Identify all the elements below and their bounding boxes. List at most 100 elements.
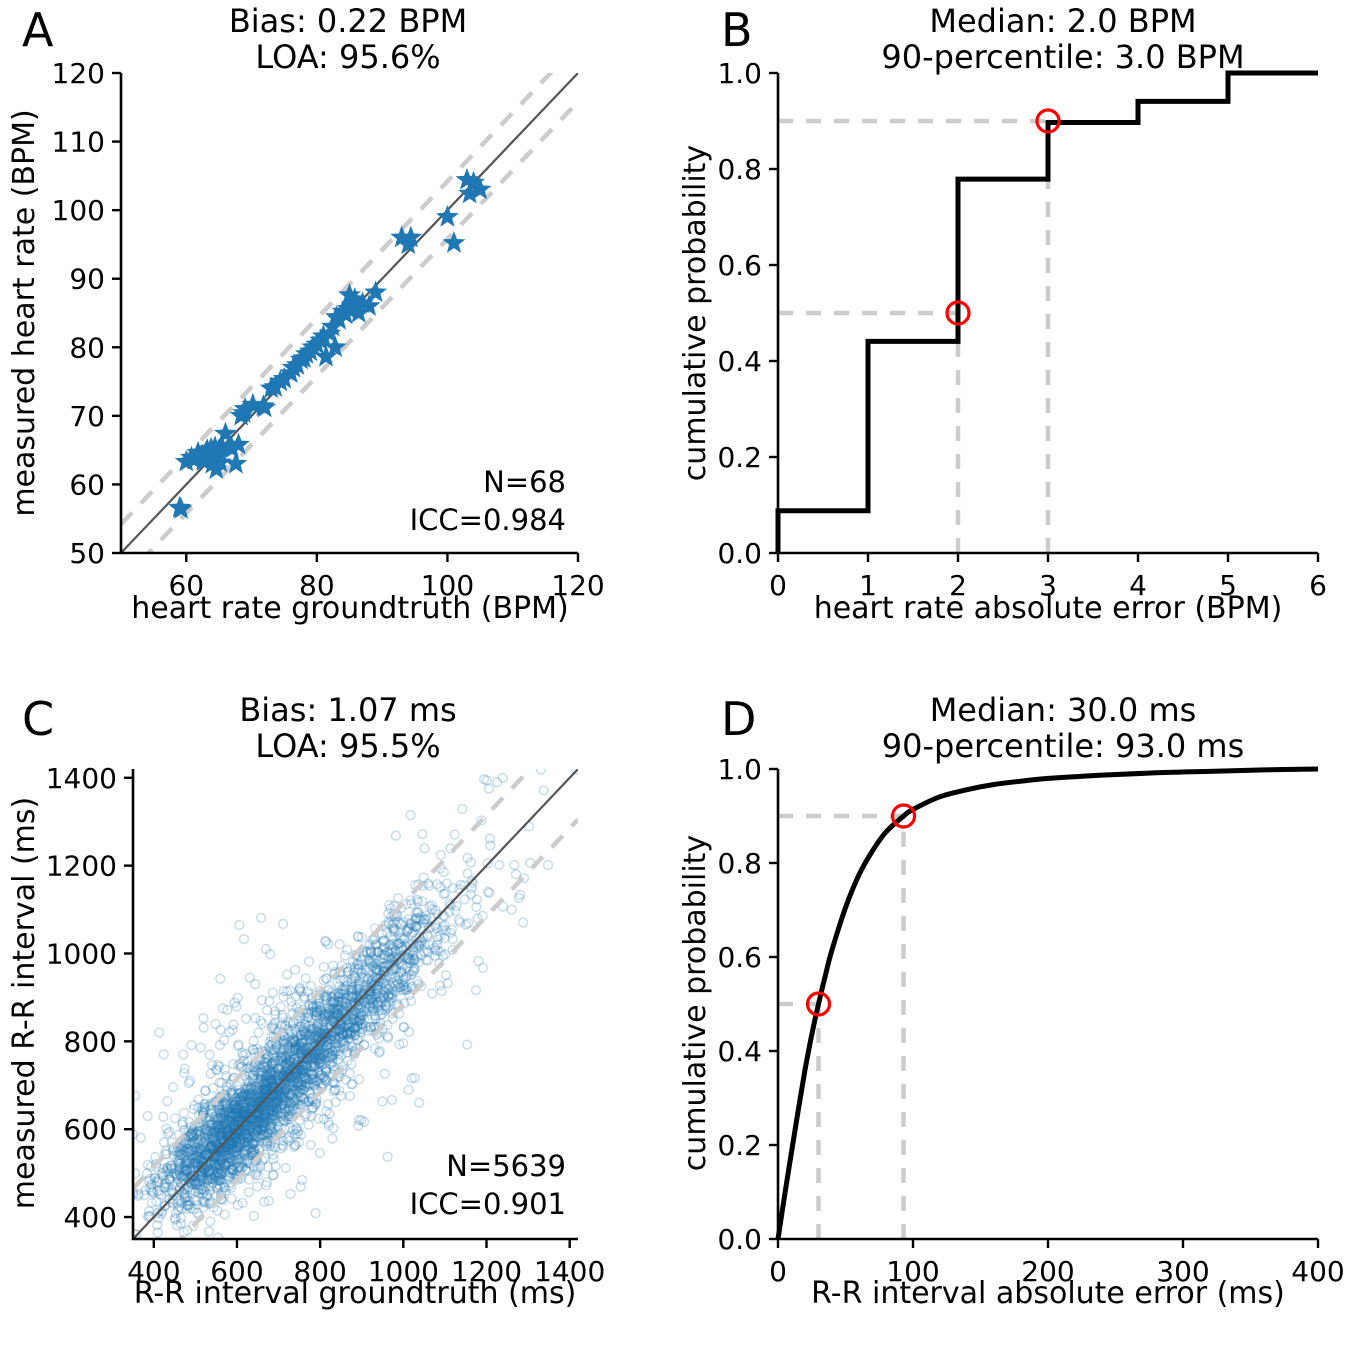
scatter-point-circle [391, 939, 402, 950]
scatter-point-circle [160, 1145, 171, 1157]
scatter-point-circle [342, 966, 353, 978]
scatter-point-circle [308, 1032, 320, 1043]
scatter-point-circle [224, 1152, 235, 1163]
scatter-point-circle [301, 1007, 312, 1019]
scatter-point-circle [213, 1174, 224, 1186]
scatter-point-circle [398, 970, 409, 981]
scatter-point-circle [233, 1103, 244, 1115]
scatter-point-circle [394, 953, 405, 964]
scatter-point-circle [263, 1084, 274, 1095]
scatter-point-circle [382, 946, 393, 957]
scatter-point-circle [237, 1089, 248, 1100]
scatter-point-circle [355, 1019, 366, 1031]
scatter-point-circle [267, 1021, 278, 1032]
scatter-point-circle [264, 1067, 276, 1078]
scatter-point-circle [298, 1024, 309, 1035]
scatter-point-circle [266, 1045, 277, 1057]
scatter-point-circle [227, 1121, 238, 1132]
x-tick-label: 1400 [534, 1255, 605, 1288]
scatter-point-circle [203, 1133, 214, 1144]
scatter-point-circle [224, 1142, 235, 1153]
scatter-point-circle [256, 1099, 267, 1111]
scatter-point-circle [340, 1074, 352, 1085]
scatter-point-circle [220, 1161, 231, 1172]
panel-c-xlabel: R-R interval groundtruth (ms) [134, 1276, 577, 1311]
scatter-point-circle [255, 1113, 267, 1124]
scatter-point-circle [322, 1015, 333, 1027]
scatter-point-circle [271, 1090, 282, 1102]
scatter-point-circle [373, 1005, 384, 1016]
scatter-point-circle [197, 1196, 209, 1207]
scatter-point-circle [195, 1160, 206, 1171]
panel-a-ylabel: measured heart rate (BPM) [7, 109, 42, 516]
scatter-point-circle [333, 1009, 344, 1020]
scatter-point-circle [198, 1137, 209, 1149]
scatter-point-circle [211, 1172, 222, 1183]
scatter-point-circle [343, 1032, 354, 1043]
scatter-point-circle [430, 905, 441, 916]
scatter-point-circle [215, 1134, 227, 1145]
scatter-point-circle [250, 978, 261, 990]
scatter-point-circle [225, 1146, 237, 1157]
scatter-point-circle [348, 1010, 359, 1021]
scatter-point-circle [290, 1062, 301, 1073]
scatter-point-circle [298, 1041, 309, 1053]
scatter-point-circle [311, 990, 322, 1001]
scatter-point-circle [283, 1040, 294, 1051]
scatter-point-circle [275, 1087, 286, 1098]
scatter-point-circle [231, 1126, 242, 1137]
scatter-point-circle [255, 1112, 266, 1124]
scatter-point-circle [219, 1145, 230, 1156]
scatter-point-circle [228, 1108, 239, 1120]
scatter-point-circle [151, 1158, 162, 1169]
scatter-point-circle [353, 960, 364, 971]
scatter-point-circle [269, 1100, 280, 1111]
scatter-point-circle [290, 1124, 302, 1135]
scatter-point-circle [457, 803, 468, 815]
scatter-point-circle [394, 926, 406, 938]
scatter-point-circle [379, 966, 391, 977]
scatter-point-circle [252, 1116, 264, 1128]
scatter-point-circle [341, 1020, 352, 1031]
scatter-point-circle [179, 1138, 190, 1150]
scatter-point-circle [184, 1129, 195, 1140]
scatter-point-circle [294, 1084, 306, 1095]
scatter-point-circle [254, 1090, 265, 1102]
scatter-point-circle [323, 1008, 334, 1019]
scatter-point-circle [191, 1178, 202, 1190]
scatter-point-circle [329, 1006, 341, 1017]
scatter-point-circle [259, 1057, 271, 1068]
scatter-point-circle [199, 1101, 210, 1112]
scatter-point-circle [215, 1150, 227, 1161]
scatter-point-circle [218, 1147, 229, 1158]
scatter-point-circle [222, 1141, 233, 1153]
scatter-point-circle [298, 1045, 309, 1056]
scatter-point-circle [200, 1137, 211, 1148]
scatter-point-circle [243, 1079, 254, 1090]
scatter-point-circle [195, 1042, 206, 1053]
scatter-point-circle [153, 1173, 164, 1185]
scatter-point-circle [254, 1108, 265, 1120]
scatter-point-circle [152, 1208, 163, 1219]
scatter-point-circle [199, 1102, 211, 1113]
scatter-point-circle [266, 1085, 277, 1096]
panel-c-annot-n: N=5639 [446, 1149, 566, 1183]
scatter-point-circle [233, 1161, 245, 1173]
scatter-point-circle [242, 1091, 253, 1102]
scatter-point-circle [192, 1158, 204, 1169]
scatter-point-circle [202, 1148, 213, 1159]
scatter-point-circle [189, 1178, 200, 1189]
scatter-point-circle [321, 995, 332, 1006]
scatter-point-circle [372, 973, 383, 984]
scatter-point-circle [269, 1113, 281, 1124]
scatter-point-circle [337, 989, 348, 1000]
scatter-point-circle [238, 1132, 249, 1143]
scatter-point-circle [259, 1111, 270, 1123]
scatter-point-circle [229, 1150, 240, 1161]
scatter-point-circle [306, 1052, 317, 1063]
scatter-point-circle [326, 1034, 337, 1045]
scatter-point-circle [218, 1107, 229, 1118]
scatter-point-circle [329, 1021, 341, 1032]
scatter-point-circle [201, 1174, 212, 1186]
